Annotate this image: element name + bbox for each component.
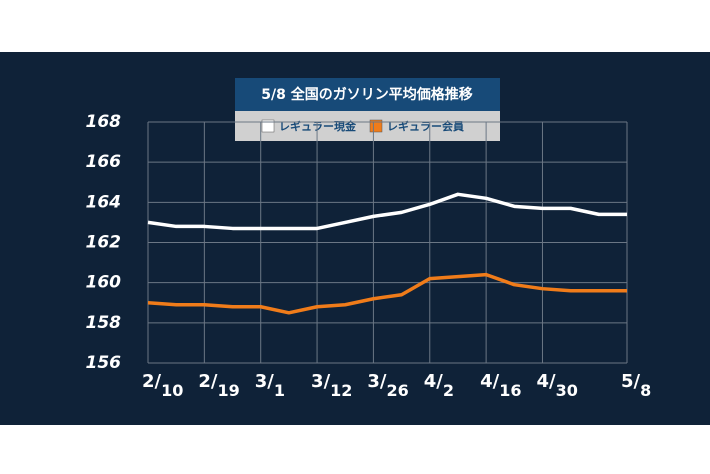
legend-swatch: [261, 119, 275, 133]
title-box: [235, 78, 500, 111]
x-tick-label: 2/10: [142, 371, 183, 400]
y-tick-label: 164: [86, 192, 122, 212]
legend-label: レギュラー現金: [279, 119, 357, 133]
series-line: [147, 192, 627, 231]
y-tick-label: 162: [86, 233, 122, 253]
series-line: [147, 272, 627, 315]
y-tick-label: 160: [86, 273, 122, 293]
y-tick-label: 168: [86, 112, 122, 132]
chart-title: 5/8 全国のガソリン平均価格推移: [261, 86, 472, 103]
y-tick-label: 166: [86, 152, 122, 172]
y-tick-label: 158: [86, 313, 122, 333]
legend-box: [235, 111, 500, 141]
x-tick-label: 4/16: [480, 371, 521, 400]
x-tick-label: 5/8: [621, 371, 651, 400]
x-tick-label: 2/19: [198, 371, 239, 400]
y-tick-label: 156: [86, 353, 122, 373]
x-tick-label: 3/26: [367, 371, 408, 400]
x-tick-label: 4/30: [536, 371, 577, 400]
x-tick-label: 3/1: [255, 371, 285, 400]
x-tick-label: 4/2: [424, 371, 454, 400]
x-tick-label: 3/12: [311, 371, 352, 400]
legend-label: レギュラー会員: [387, 119, 464, 133]
